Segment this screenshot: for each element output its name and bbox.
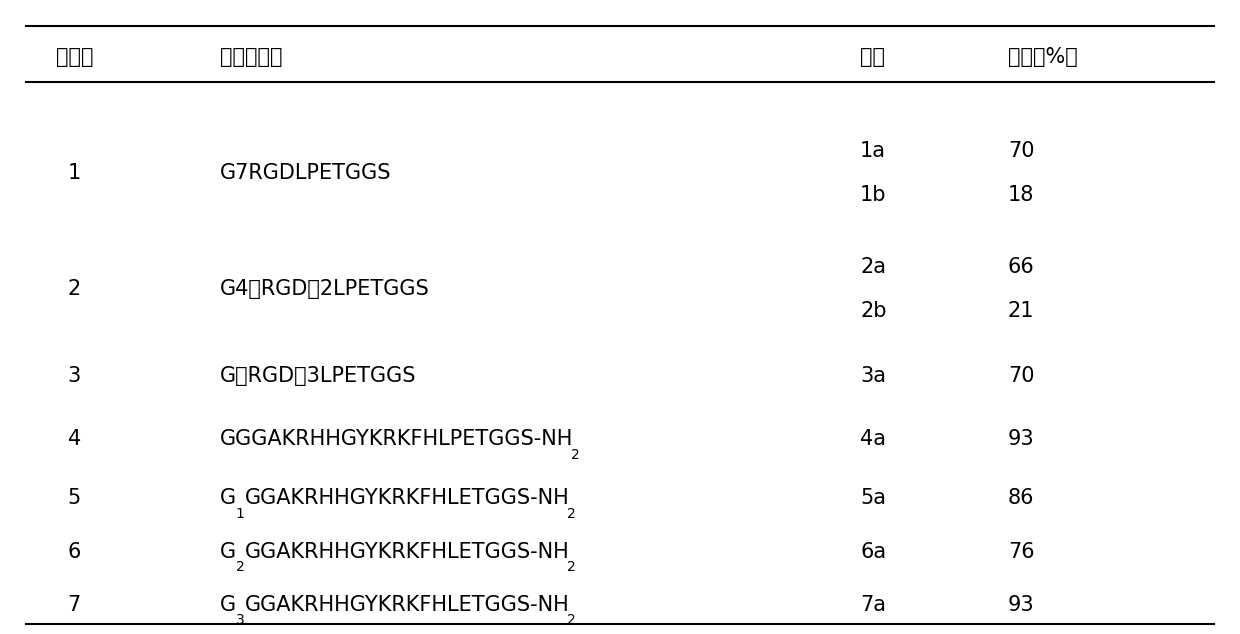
- Text: 4: 4: [68, 429, 81, 449]
- Text: G4（RGD）2LPETGGS: G4（RGD）2LPETGGS: [219, 279, 429, 299]
- Text: GGAKRHHGYKRKFHLETGGS-NH: GGAKRHHGYKRKFHLETGGS-NH: [244, 595, 569, 615]
- Text: G（RGD）3LPETGGS: G（RGD）3LPETGGS: [219, 366, 417, 387]
- Text: 2: 2: [570, 448, 579, 462]
- Text: 18: 18: [1008, 185, 1034, 205]
- Text: 7a: 7a: [861, 595, 887, 615]
- Text: 2: 2: [567, 560, 575, 574]
- Text: 6a: 6a: [861, 541, 887, 562]
- Text: 2a: 2a: [861, 257, 887, 277]
- Text: G7RGDLPETGGS: G7RGDLPETGGS: [219, 163, 391, 183]
- Text: 2b: 2b: [861, 301, 887, 321]
- Text: GGAKRHHGYKRKFHLETGGS-NH: GGAKRHHGYKRKFHLETGGS-NH: [244, 488, 569, 508]
- Text: 5: 5: [68, 488, 81, 508]
- Text: 66: 66: [1008, 257, 1034, 277]
- Text: 1: 1: [236, 507, 244, 521]
- Text: 6: 6: [68, 541, 81, 562]
- Text: G: G: [219, 595, 236, 615]
- Text: 1a: 1a: [861, 141, 887, 161]
- Text: 21: 21: [1008, 301, 1034, 321]
- Text: 2: 2: [236, 560, 244, 574]
- Text: 93: 93: [1008, 595, 1034, 615]
- Text: 2: 2: [567, 614, 575, 628]
- Text: 3: 3: [236, 614, 244, 628]
- Text: 3: 3: [68, 366, 81, 387]
- Text: 70: 70: [1008, 141, 1034, 161]
- Text: 1: 1: [68, 163, 81, 183]
- Text: G: G: [219, 488, 236, 508]
- Text: 70: 70: [1008, 366, 1034, 387]
- Text: GGGAKRHHGYKRKFHLPETGGS-NH: GGGAKRHHGYKRKFHLPETGGS-NH: [219, 429, 573, 449]
- Text: 实施例: 实施例: [56, 48, 93, 67]
- Text: 产率（%）: 产率（%）: [1008, 48, 1078, 67]
- Text: 1b: 1b: [861, 185, 887, 205]
- Text: 产物: 产物: [861, 48, 885, 67]
- Text: 4a: 4a: [861, 429, 887, 449]
- Text: 2: 2: [567, 507, 575, 521]
- Text: 86: 86: [1008, 488, 1034, 508]
- Text: 7: 7: [68, 595, 81, 615]
- Text: GGAKRHHGYKRKFHLETGGS-NH: GGAKRHHGYKRKFHLETGGS-NH: [244, 541, 569, 562]
- Text: 2: 2: [68, 279, 81, 299]
- Text: 3a: 3a: [861, 366, 887, 387]
- Text: 93: 93: [1008, 429, 1034, 449]
- Text: 76: 76: [1008, 541, 1034, 562]
- Text: 线性肽底物: 线性肽底物: [219, 48, 283, 67]
- Text: 5a: 5a: [861, 488, 887, 508]
- Text: G: G: [219, 541, 236, 562]
